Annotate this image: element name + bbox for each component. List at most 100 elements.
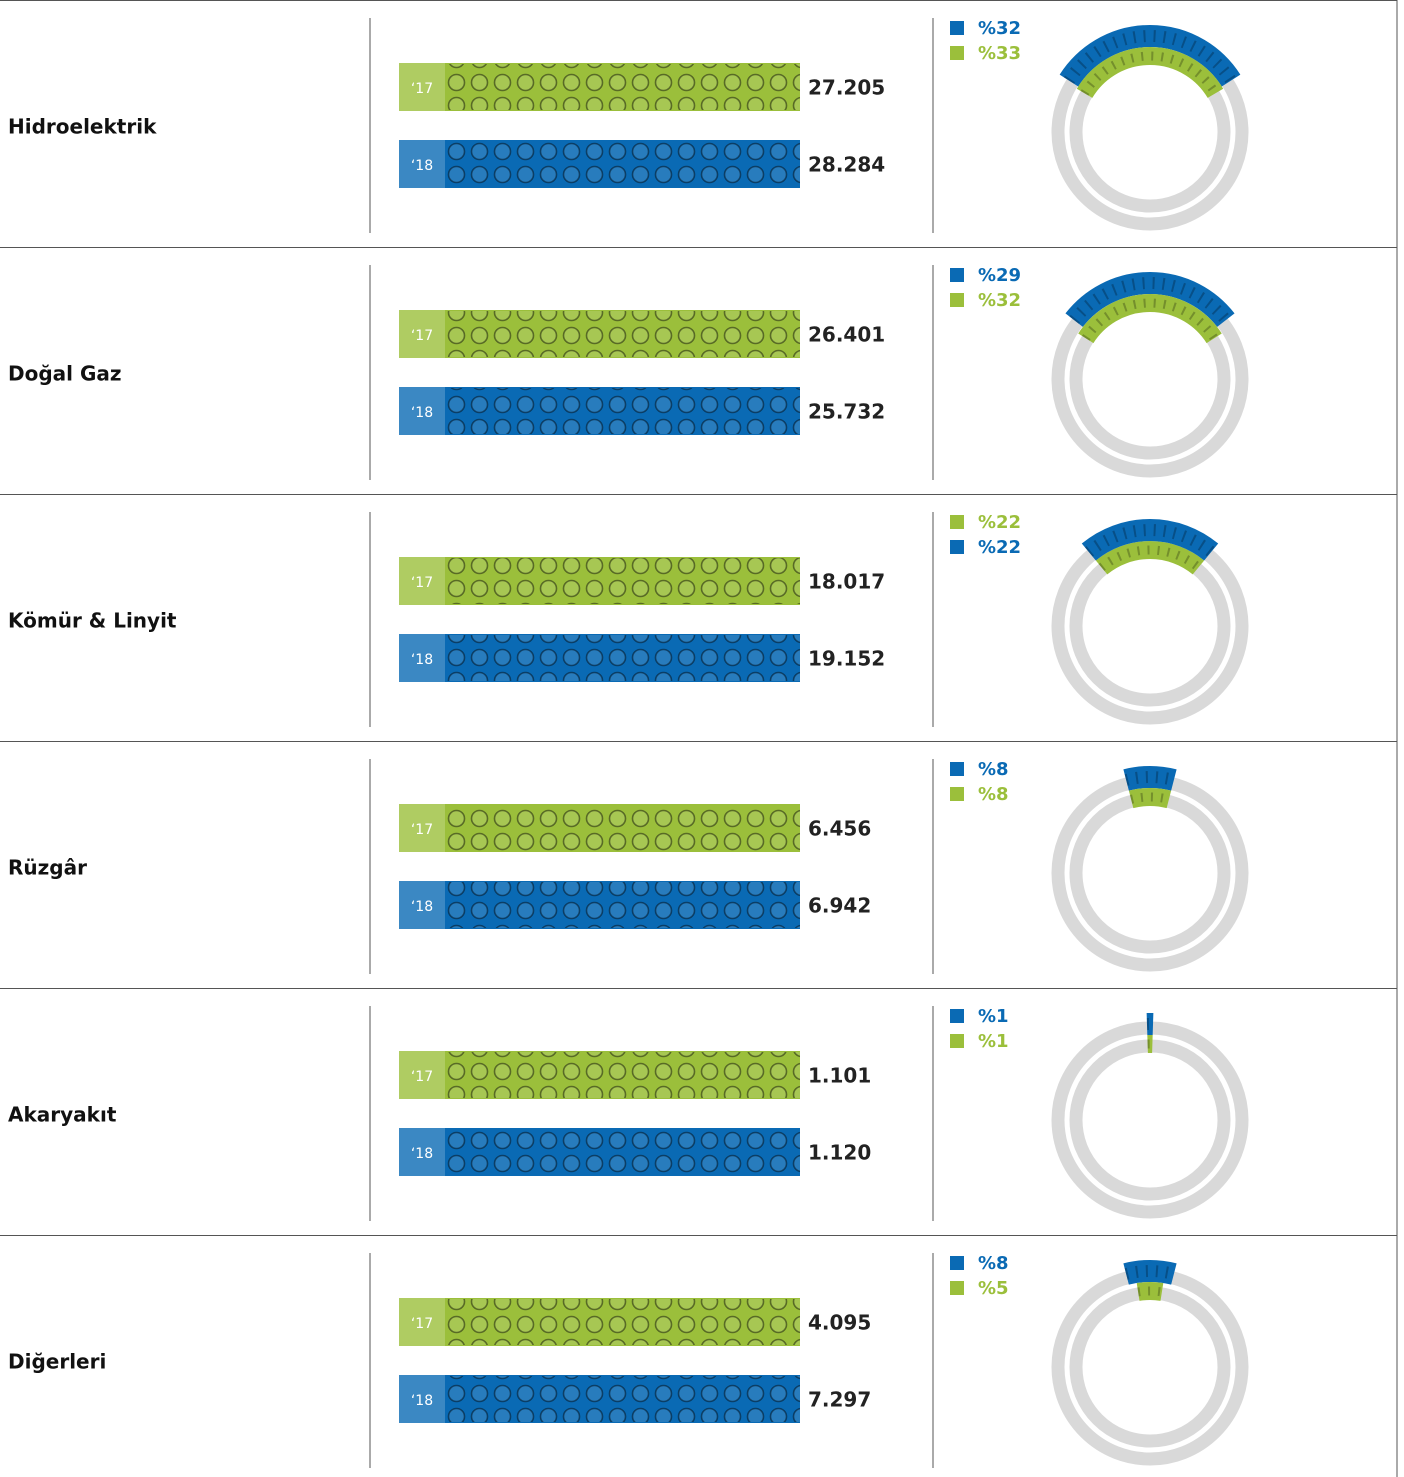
share-arc-studs <box>1069 277 1231 324</box>
legend-swatch <box>950 762 964 776</box>
share-arc <box>1065 272 1235 328</box>
inner-ring <box>1069 545 1231 707</box>
year-tag <box>399 63 445 111</box>
share-arc <box>1059 25 1241 87</box>
legend-swatch <box>950 540 964 554</box>
year-label: ‘17 <box>411 575 433 591</box>
bar-studs <box>445 1299 800 1345</box>
inner-ring <box>1069 792 1231 954</box>
year-tag <box>399 310 445 358</box>
bar-value: 26.401 <box>808 323 885 347</box>
bar-value: 6.456 <box>808 817 871 841</box>
legend-swatch <box>950 46 964 60</box>
year-tag <box>399 140 445 188</box>
year-label: ‘18 <box>411 1146 433 1162</box>
legend-label: %5 <box>978 1278 1009 1299</box>
legend-swatch <box>950 293 964 307</box>
bar-value: 25.732 <box>808 400 885 424</box>
bar-studs <box>445 1129 800 1175</box>
outer-ring <box>1051 527 1249 725</box>
share-arc <box>1078 294 1222 344</box>
share-arc <box>1136 1282 1164 1301</box>
inner-ring <box>1069 1039 1231 1201</box>
bar-studs <box>445 388 800 434</box>
year-label: ‘17 <box>411 1316 433 1332</box>
year-label: ‘18 <box>411 652 433 668</box>
share-arc <box>1128 788 1172 809</box>
legend-label: %8 <box>978 759 1009 780</box>
year-tag <box>399 804 445 852</box>
share-arc <box>1095 541 1205 575</box>
year-tag <box>399 1128 445 1176</box>
year-label: ‘18 <box>411 405 433 421</box>
share-arc <box>1123 1260 1177 1285</box>
share-arc <box>1076 47 1224 99</box>
row-label: Doğal Gaz <box>8 362 122 386</box>
legend-swatch <box>950 1009 964 1023</box>
legend-label: %1 <box>978 1031 1009 1052</box>
share-arc-studs <box>1137 1286 1163 1297</box>
bar-value: 28.284 <box>808 153 885 177</box>
row-label: Rüzgâr <box>8 856 87 880</box>
year-label: ‘17 <box>411 81 433 97</box>
year-tag <box>399 387 445 435</box>
year-label: ‘17 <box>411 328 433 344</box>
year-tag <box>399 881 445 929</box>
legend-label: %1 <box>978 1006 1009 1027</box>
bar-value: 27.205 <box>808 76 885 100</box>
legend-label: %22 <box>978 512 1021 533</box>
bar-value: 18.017 <box>808 570 885 594</box>
legend-swatch <box>950 268 964 282</box>
legend-label: %8 <box>978 1253 1009 1274</box>
year-label: ‘17 <box>411 1069 433 1085</box>
bar-studs <box>445 64 800 110</box>
year-tag <box>399 557 445 605</box>
bar-studs <box>445 882 800 928</box>
outer-ring <box>1051 774 1249 972</box>
legend-swatch <box>950 21 964 35</box>
bar-studs <box>445 141 800 187</box>
share-arc <box>1123 766 1177 791</box>
share-arc-studs <box>1080 51 1220 96</box>
legend-swatch <box>950 787 964 801</box>
year-label: ‘17 <box>411 822 433 838</box>
year-label: ‘18 <box>411 158 433 174</box>
legend-swatch <box>950 1281 964 1295</box>
bar-value: 1.120 <box>808 1141 871 1165</box>
year-tag <box>399 1051 445 1099</box>
bar-studs <box>445 1052 800 1098</box>
legend-label: %29 <box>978 265 1021 286</box>
row-label: Diğerleri <box>8 1350 106 1374</box>
outer-ring <box>1051 1268 1249 1466</box>
bar-value: 4.095 <box>808 1311 871 1335</box>
bar-value: 7.297 <box>808 1388 871 1412</box>
year-label: ‘18 <box>411 1393 433 1409</box>
bar-studs <box>445 635 800 681</box>
bar-studs <box>445 1376 800 1422</box>
inner-ring <box>1069 1286 1231 1448</box>
year-tag <box>399 1375 445 1423</box>
bar-value: 1.101 <box>808 1064 871 1088</box>
legend-swatch <box>950 515 964 529</box>
year-label: ‘18 <box>411 899 433 915</box>
row-label: Kömür & Linyit <box>8 609 177 633</box>
bar-value: 6.942 <box>808 894 871 918</box>
bar-studs <box>445 805 800 851</box>
legend-swatch <box>950 1034 964 1048</box>
legend-label: %33 <box>978 43 1021 64</box>
share-arc-studs <box>1082 298 1218 341</box>
bar-value: 19.152 <box>808 647 885 671</box>
bar-studs <box>445 311 800 357</box>
legend-label: %8 <box>978 784 1009 805</box>
legend-label: %32 <box>978 290 1021 311</box>
year-tag <box>399 1298 445 1346</box>
outer-ring <box>1051 1021 1249 1219</box>
row-label: Akaryakıt <box>8 1103 117 1127</box>
share-arc <box>1081 519 1219 561</box>
legend-label: %22 <box>978 537 1021 558</box>
legend-label: %32 <box>978 18 1021 39</box>
year-tag <box>399 634 445 682</box>
bar-studs <box>445 558 800 604</box>
legend-swatch <box>950 1256 964 1270</box>
